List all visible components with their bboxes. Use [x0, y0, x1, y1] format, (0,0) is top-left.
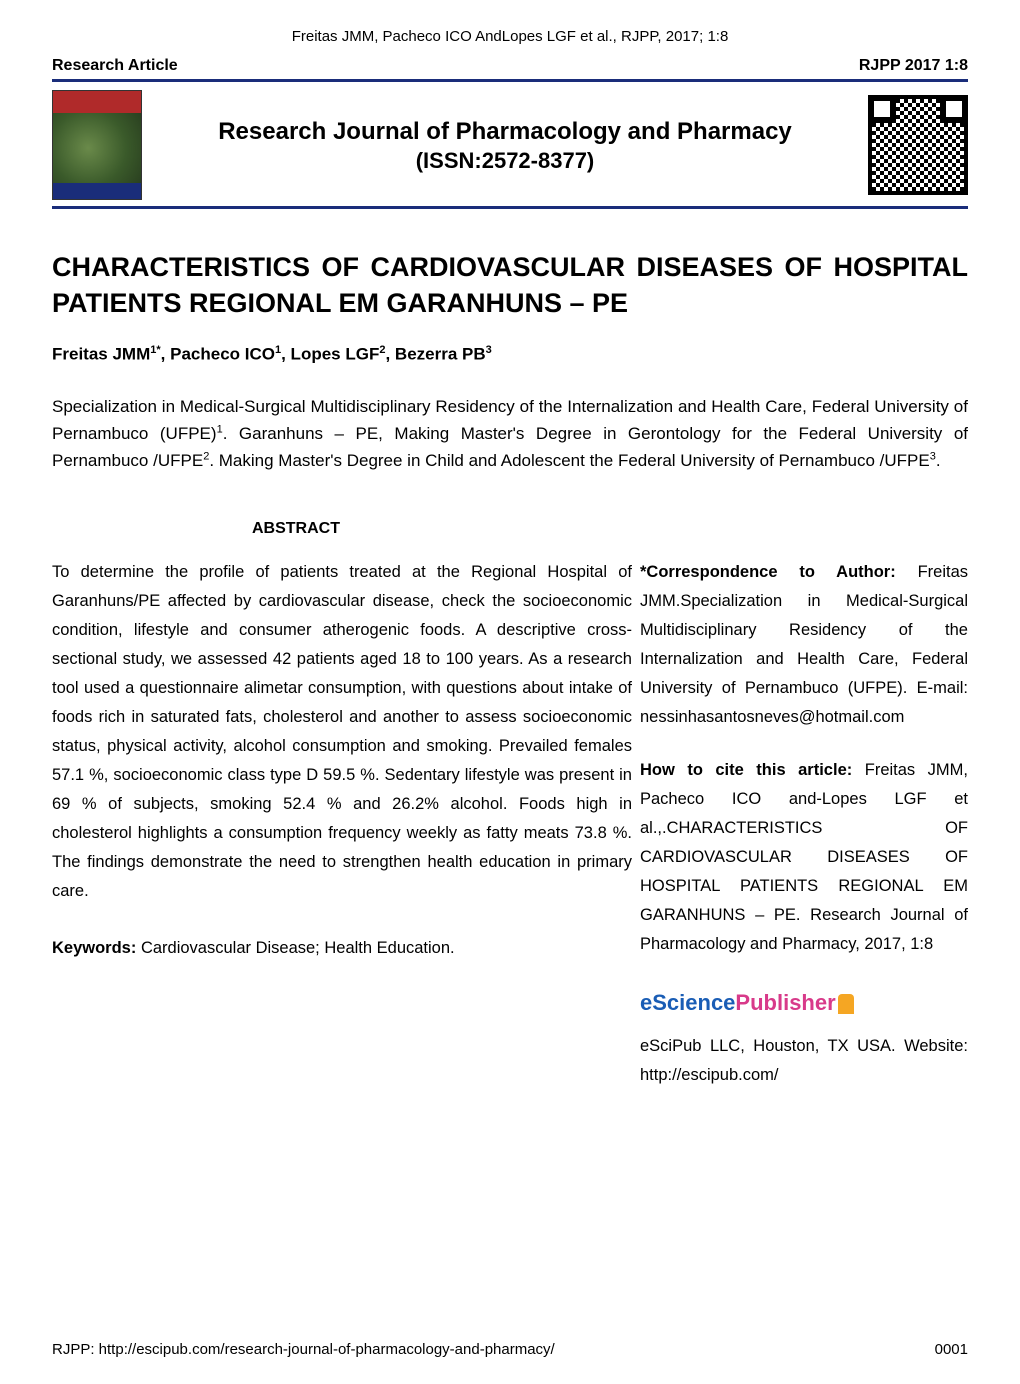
correspondence-label: *Correspondence to Author: [640, 563, 896, 581]
footer-url: RJPP: http://escipub.com/research-journa… [52, 1341, 555, 1358]
author-4-aff: 3 [486, 344, 492, 356]
author-2: , Pacheco ICO [161, 345, 275, 364]
citation-block: How to cite this article: Freitas JMM, P… [640, 756, 968, 959]
author-list: Freitas JMM1*, Pacheco ICO1, Lopes LGF2,… [52, 344, 968, 365]
cover-image-area [53, 113, 141, 183]
cover-top-strip [53, 91, 141, 113]
keywords-value: Cardiovascular Disease; Health Education… [136, 939, 454, 957]
logo-publisher: Publisher [735, 990, 835, 1015]
abstract-heading: ABSTRACT [252, 520, 968, 538]
two-column-region: To determine the profile of patients tre… [52, 558, 968, 1090]
affil-end: . [936, 451, 941, 470]
article-type: Research Article [52, 57, 178, 75]
author-4: , Bezerra PB [385, 345, 485, 364]
open-access-icon [838, 994, 854, 1014]
author-1-aff: 1* [150, 344, 160, 356]
issue-tag: RJPP 2017 1:8 [859, 57, 968, 75]
abstract-body: To determine the profile of patients tre… [52, 558, 632, 906]
logo-e: e [640, 990, 652, 1015]
affiliations: Specialization in Medical-Surgical Multi… [52, 393, 968, 475]
affil-3: . Making Master's Degree in Child and Ad… [209, 451, 929, 470]
rule-band [52, 206, 968, 209]
rule-top [52, 79, 968, 82]
logo-science: Science [652, 990, 735, 1015]
publisher-info: eSciPub LLC, Houston, TX USA. Website: h… [640, 1032, 968, 1090]
running-head: Freitas JMM, Pacheco ICO AndLopes LGF et… [52, 28, 968, 45]
correspondence-block: *Correspondence to Author: Freitas JMM.S… [640, 558, 968, 732]
page-number: 0001 [935, 1341, 968, 1358]
journal-name: Research Journal of Pharmacology and Pha… [156, 116, 854, 147]
journal-band: Research Journal of Pharmacology and Pha… [52, 90, 968, 200]
author-3: , Lopes LGF [281, 345, 379, 364]
keywords-line: Keywords: Cardiovascular Disease; Health… [52, 934, 632, 963]
journal-title-block: Research Journal of Pharmacology and Pha… [156, 116, 854, 173]
publisher-logo: eSciencePublisher [640, 984, 968, 1023]
citation-body: Freitas JMM, Pacheco ICO and-Lopes LGF e… [640, 761, 968, 953]
journal-issn: (ISSN:2572-8377) [156, 148, 854, 174]
correspondence-body: Freitas JMM.Specialization in Medical-Su… [640, 563, 968, 726]
journal-cover-thumbnail [52, 90, 142, 200]
article-title: CHARACTERISTICS OF CARDIOVASCULAR DISEAS… [52, 249, 968, 322]
citation-label: How to cite this article: [640, 761, 852, 779]
abstract-column: To determine the profile of patients tre… [52, 558, 632, 1090]
keywords-label: Keywords: [52, 939, 136, 957]
author-1: Freitas JMM [52, 345, 150, 364]
qr-code-icon [868, 95, 968, 195]
page-footer: RJPP: http://escipub.com/research-journa… [0, 1341, 1020, 1358]
sidebar-column: *Correspondence to Author: Freitas JMM.S… [640, 558, 968, 1090]
cover-bottom-strip [53, 183, 141, 200]
article-type-row: Research Article RJPP 2017 1:8 [52, 57, 968, 75]
